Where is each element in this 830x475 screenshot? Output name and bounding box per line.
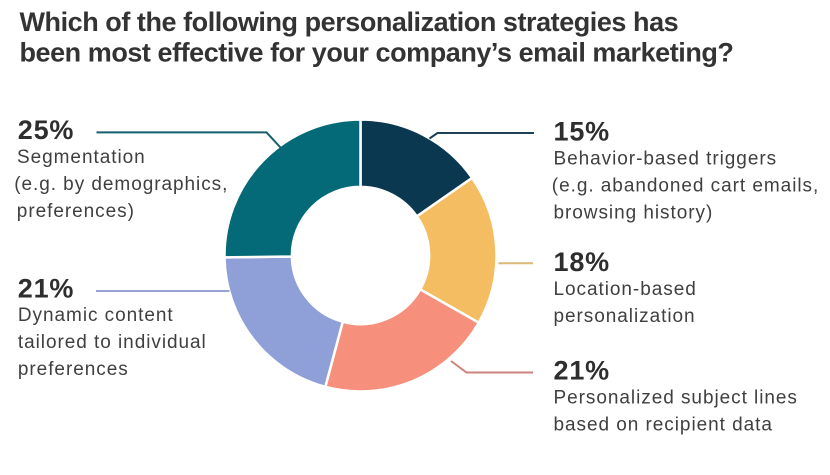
svg-text:Personalized subject lines: Personalized subject lines <box>554 387 798 408</box>
svg-text:21%: 21% <box>554 355 610 385</box>
svg-text:been most effective for your c: been most effective for your company’s e… <box>20 37 734 67</box>
svg-text:Segmentation: Segmentation <box>17 147 146 168</box>
svg-text:personalization: personalization <box>554 306 696 327</box>
svg-text:(e.g. abandoned cart emails,: (e.g. abandoned cart emails, <box>552 176 819 197</box>
svg-text:15%: 15% <box>554 116 610 146</box>
svg-text:Which of the following persona: Which of the following personalization s… <box>20 7 679 37</box>
svg-text:Dynamic content: Dynamic content <box>18 305 174 326</box>
svg-text:Behavior-based triggers: Behavior-based triggers <box>554 149 778 170</box>
svg-text:(e.g. by demographics,: (e.g. by demographics, <box>14 174 228 195</box>
svg-text:25%: 25% <box>18 115 74 145</box>
svg-text:preferences): preferences) <box>17 201 135 222</box>
svg-text:preferences: preferences <box>18 359 129 380</box>
svg-text:tailored to individual: tailored to individual <box>18 332 207 353</box>
svg-text:18%: 18% <box>554 247 610 277</box>
svg-text:browsing history): browsing history) <box>554 203 714 224</box>
svg-text:based on recipient data: based on recipient data <box>554 414 773 435</box>
svg-text:Location-based: Location-based <box>554 279 697 300</box>
svg-text:21%: 21% <box>18 274 74 304</box>
